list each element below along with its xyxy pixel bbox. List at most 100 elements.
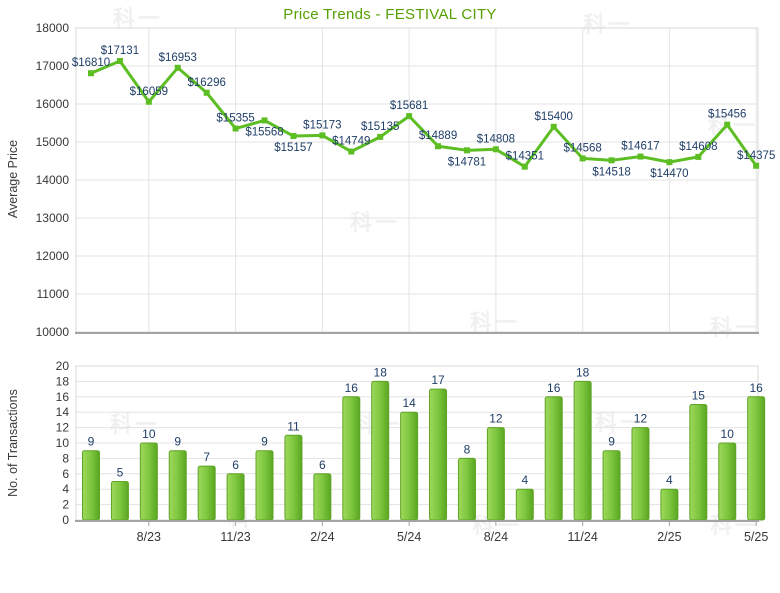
transaction-bar	[457, 457, 476, 521]
y-tick-label: 10000	[36, 325, 70, 339]
bar-value-label: 14	[402, 396, 416, 410]
price-line	[89, 59, 758, 169]
y-tick-label: 8	[62, 451, 69, 465]
watermark-text: 科一	[350, 210, 400, 235]
y-tick-label: 11000	[37, 287, 70, 301]
y-tick-label: 15000	[36, 135, 70, 149]
y-tick-label: 10	[56, 436, 70, 450]
watermark-text: 科一	[710, 315, 760, 340]
bar-value-label: 11	[287, 419, 300, 433]
data-point	[492, 146, 499, 153]
x-tick-label: 11/23	[220, 530, 250, 544]
x-tick-label: 11/24	[567, 530, 597, 544]
y-tick-label: 4	[62, 482, 69, 496]
bar-value-label: 16	[749, 381, 763, 395]
bar-value-label: 17	[431, 373, 445, 387]
transaction-bar	[139, 442, 158, 521]
price-axis-label: Average Price	[6, 139, 20, 219]
transaction-bar	[400, 411, 419, 521]
price-point-label: $15681	[390, 100, 428, 112]
data-point	[724, 121, 731, 128]
data-point	[666, 159, 673, 166]
price-point-label: $14568	[563, 142, 601, 154]
transactions-chart-plot: 0246810121416182095109769116161814178124…	[56, 359, 769, 544]
price-point-label: $15173	[303, 119, 341, 131]
price-point-label: $14351	[506, 151, 544, 163]
data-point	[463, 147, 470, 154]
transaction-bar	[313, 473, 332, 521]
transaction-bar	[342, 396, 361, 521]
y-tick-label: 18000	[36, 21, 70, 35]
price-point-label: $15456	[708, 109, 746, 121]
data-point	[579, 155, 586, 162]
watermark-text: 科一	[708, 113, 758, 138]
price-point-label: $16059	[130, 86, 168, 98]
transactions-axis-label: No. of Transactions	[6, 389, 20, 497]
data-point	[695, 153, 702, 160]
data-point	[521, 163, 528, 170]
bar-value-label: 10	[721, 427, 735, 441]
bar-value-label: 6	[319, 458, 326, 472]
data-point	[550, 123, 557, 130]
transaction-bar	[371, 380, 390, 521]
bar-value-label: 16	[547, 381, 561, 395]
y-tick-label: 12000	[36, 249, 70, 263]
transaction-bar	[226, 473, 245, 521]
x-tick-label: 5/24	[397, 530, 421, 544]
bar-value-label: 9	[88, 435, 95, 449]
data-point	[348, 148, 355, 155]
transaction-bar	[747, 396, 766, 521]
y-tick-label: 20	[56, 359, 70, 373]
price-point-label: $16810	[72, 57, 110, 69]
data-point	[232, 125, 239, 132]
price-point-label: $14518	[592, 166, 630, 178]
data-point	[319, 132, 326, 139]
price-point-label: $14375	[737, 150, 775, 162]
bar-value-label: 7	[203, 450, 210, 464]
data-point	[377, 133, 384, 140]
bar-value-label: 9	[608, 435, 615, 449]
y-tick-label: 14	[56, 405, 70, 419]
price-point-label: $15157	[274, 142, 312, 154]
price-point-label: $16296	[187, 77, 225, 89]
chart-canvas: 科一科一科一科一科一科一科一科一科一科一科一科一1000011000120001…	[36, 6, 776, 544]
transaction-bar	[197, 465, 216, 521]
data-point	[203, 89, 210, 96]
transaction-bar	[718, 442, 737, 521]
price-point-label: $15135	[361, 121, 399, 133]
data-point	[174, 64, 181, 71]
price-point-label: $15355	[216, 113, 254, 125]
price-point-label: $14470	[650, 168, 688, 180]
bar-value-label: 15	[692, 389, 706, 403]
transaction-bar	[573, 380, 592, 521]
bar-value-label: 4	[666, 473, 673, 487]
data-point	[116, 58, 123, 65]
y-tick-label: 0	[62, 513, 69, 527]
y-tick-label: 13000	[36, 211, 70, 225]
y-tick-label: 14000	[36, 173, 70, 187]
transaction-bar	[631, 427, 650, 521]
data-point	[145, 98, 152, 105]
x-tick-label: 8/23	[137, 530, 161, 544]
price-point-label: $16953	[159, 52, 197, 64]
price-point-label: $15400	[535, 111, 573, 123]
transaction-bar	[515, 488, 534, 521]
bar-value-label: 9	[261, 435, 268, 449]
bar-value-label: 8	[464, 442, 471, 456]
price-point-label: $17131	[101, 45, 139, 57]
bar-value-label: 5	[117, 466, 124, 480]
price-point-label: $14617	[621, 141, 659, 153]
data-point	[88, 70, 94, 77]
transaction-bar	[284, 434, 303, 521]
price-point-label: $14608	[679, 141, 717, 153]
y-tick-label: 6	[62, 467, 69, 481]
watermark-text: 科一	[470, 310, 520, 335]
price-point-label: $14781	[448, 156, 486, 168]
data-point	[261, 117, 268, 124]
x-tick-label: 2/24	[310, 530, 334, 544]
bar-value-label: 6	[232, 458, 239, 472]
bar-value-label: 16	[345, 381, 359, 395]
transaction-bar	[110, 481, 129, 521]
transaction-bar	[660, 488, 679, 521]
bar-value-label: 9	[174, 435, 181, 449]
